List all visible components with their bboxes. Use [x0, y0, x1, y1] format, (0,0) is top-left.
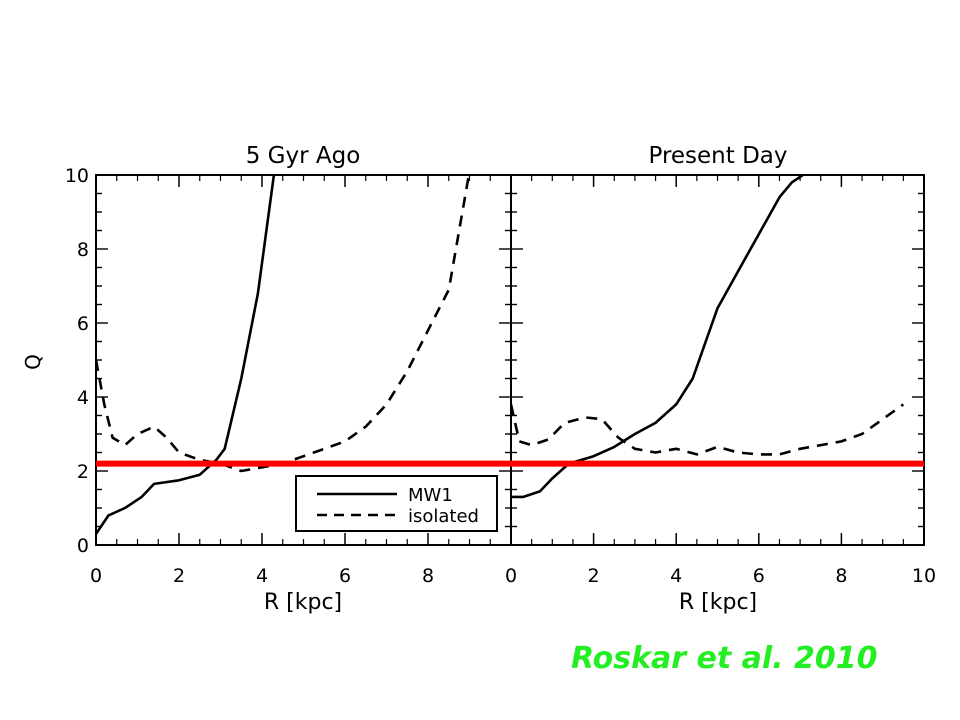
x-tick-label: 0: [90, 565, 102, 587]
x-axis-label-left: R [kpc]: [264, 590, 342, 615]
legend: MW1 isolated: [295, 475, 498, 532]
x-tick-label: 2: [173, 565, 185, 587]
x-ticks-right: 0 2 4 6 8 10: [505, 175, 936, 587]
x-axis-label-right: R [kpc]: [679, 590, 757, 615]
series-right: [511, 175, 905, 499]
citation-credit: Roskar et al. 2010: [571, 641, 878, 676]
y-tick-label: 6: [77, 313, 89, 335]
series-line-mw1: [96, 175, 276, 535]
series-left: [96, 175, 471, 535]
y-tick-label: 8: [77, 239, 89, 261]
panel-title-left: 5 Gyr Ago: [246, 143, 361, 169]
y-tick-label: 4: [77, 387, 89, 409]
legend-label-isolated: isolated: [408, 506, 479, 527]
x-tick-label: 4: [256, 565, 268, 587]
panel-title-right: Present Day: [648, 143, 787, 169]
panel-5-gyr-ago: 5 Gyr Ago 0 2 4 6 8 10 0 2 4 6 8 Q R [kpc] MW1 is…: [21, 143, 512, 615]
x-tick-label: 4: [670, 565, 682, 587]
x-tick-label: 8: [835, 565, 847, 587]
y-axis-label: Q: [21, 354, 45, 370]
legend-box: [295, 475, 498, 532]
y-tick-label: 10: [65, 165, 89, 187]
series-line-mw1: [511, 175, 806, 499]
x-ticks-left: 0 2 4 6 8: [90, 175, 491, 587]
panel-present-day: Present Day 0 2 4 6 8 10 R [kpc]: [505, 143, 936, 615]
x-tick-label: 0: [505, 565, 517, 587]
y-tick-label: 2: [77, 461, 89, 483]
plot-frame-right: [510, 174, 925, 546]
x-tick-label: 8: [422, 565, 434, 587]
y-ticks-right: [511, 174, 924, 546]
x-tick-label: 6: [753, 565, 765, 587]
x-tick-label: 2: [588, 565, 600, 587]
legend-label-mw1: MW1: [408, 485, 453, 506]
y-tick-label: 0: [77, 535, 89, 557]
x-tick-label: 10: [912, 565, 936, 587]
series-line-isolated: [96, 175, 471, 473]
x-tick-label: 6: [339, 565, 351, 587]
series-line-isolated: [511, 403, 905, 456]
